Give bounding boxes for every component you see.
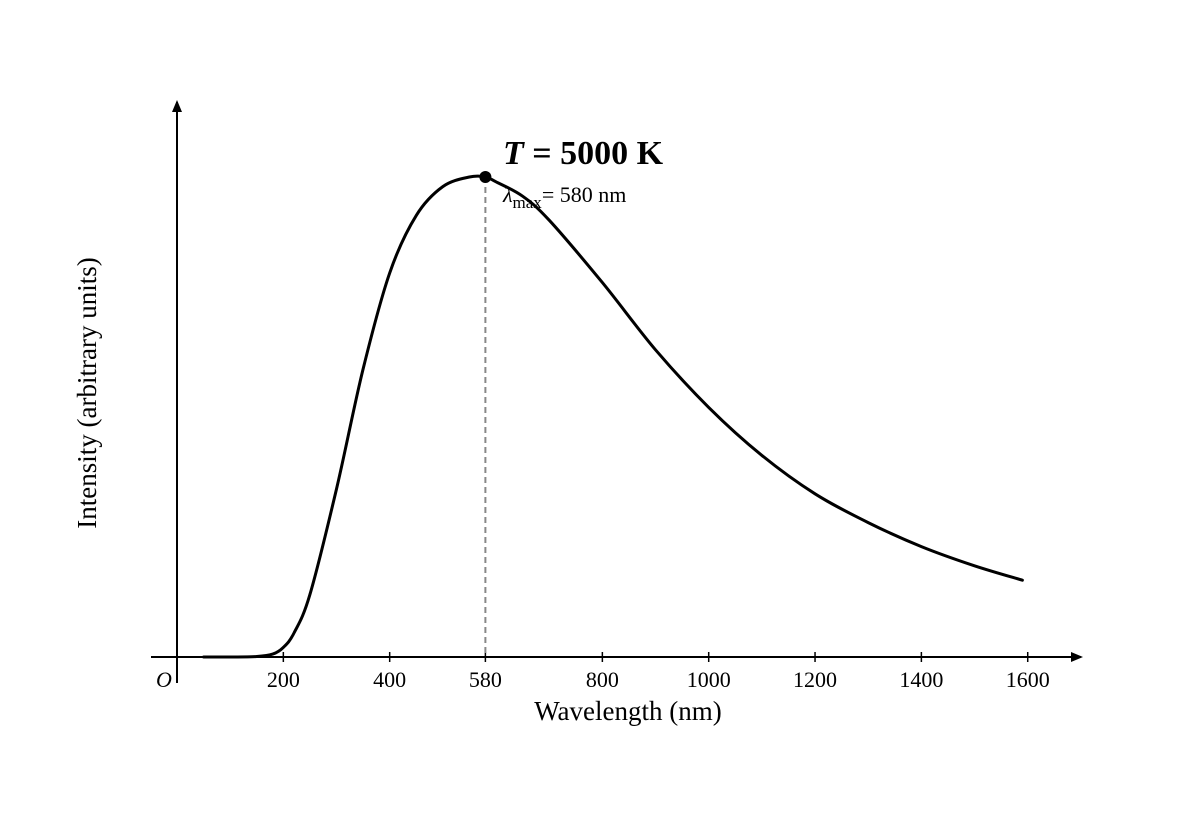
x-tick-label: 580	[469, 667, 502, 692]
temperature-symbol: T	[503, 135, 525, 172]
spectrum-curve	[202, 174, 1024, 659]
x-tick-label: 400	[373, 667, 406, 692]
lambda-symbol: λ	[502, 182, 513, 207]
lambda-subscript: max	[513, 193, 543, 212]
x-tick-label: 1400	[899, 667, 943, 692]
x-tick-label: 1600	[1006, 667, 1050, 692]
temperature-value: = 5000 K	[524, 135, 664, 172]
x-axis-ticks: 200 400 580 800 1000 1200 1400 1600	[267, 652, 1050, 692]
lambda-max-label: λmax= 580 nm	[502, 182, 626, 212]
x-tick-label: 200	[267, 667, 300, 692]
x-tick-label: 800	[586, 667, 619, 692]
temperature-label: T = 5000 K	[503, 135, 664, 172]
x-tick-label: 1200	[793, 667, 837, 692]
y-axis-title: Intensity (arbitrary units)	[72, 257, 102, 528]
lambda-value: = 580 nm	[542, 182, 627, 207]
x-tick-label: 1000	[687, 667, 731, 692]
origin-label: O	[156, 667, 172, 692]
peak-point	[479, 171, 492, 183]
x-axis-title: Wavelength (nm)	[534, 696, 722, 726]
